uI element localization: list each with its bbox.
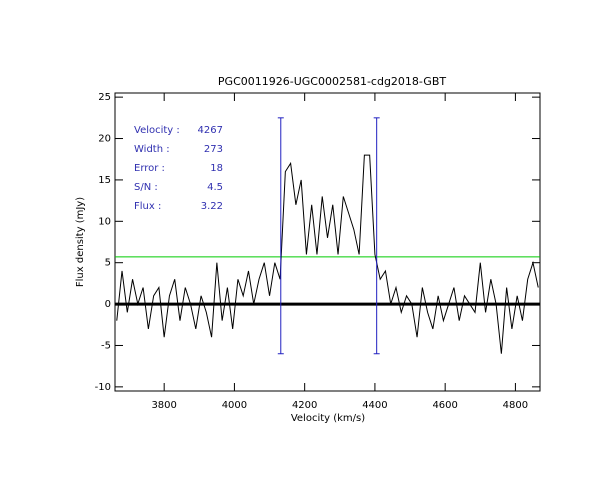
x-axis-label: Velocity (km/s) <box>291 413 365 424</box>
chart-title: PGC0011926-UGC0002581-cdg2018-GBT <box>218 75 446 88</box>
annotation-value: 273 <box>204 144 223 155</box>
x-tick-label: 4400 <box>362 400 387 411</box>
annotation-value: 3.22 <box>201 201 223 212</box>
annotation-label: Width : <box>134 144 170 155</box>
x-tick-label: 3800 <box>151 400 176 411</box>
annotation-value: 4267 <box>198 125 223 136</box>
y-tick-label: -5 <box>101 340 111 351</box>
y-tick-label: 25 <box>98 92 111 103</box>
x-tick-label: 4000 <box>222 400 247 411</box>
x-tick-label: 4200 <box>292 400 317 411</box>
x-tick-label: 4800 <box>503 400 528 411</box>
x-tick-label: 4600 <box>432 400 457 411</box>
y-tick-label: 20 <box>98 134 111 145</box>
spectrum-line <box>116 154 539 354</box>
y-tick-label: 5 <box>105 258 111 269</box>
y-tick-label: 15 <box>98 175 111 186</box>
annotation-label: Error : <box>134 163 165 174</box>
annotation-label: S/N : <box>134 182 158 193</box>
y-tick-label: 0 <box>105 299 111 310</box>
annotation-label: Velocity : <box>134 125 180 136</box>
annotation-value: 18 <box>210 163 223 174</box>
y-tick-label: 10 <box>98 216 111 227</box>
y-tick-label: -10 <box>95 382 111 393</box>
plot-frame <box>114 92 541 392</box>
annotation-label: Flux : <box>134 201 161 212</box>
annotation-value: 4.5 <box>207 182 223 193</box>
y-axis-label: Flux density (mJy) <box>75 197 86 287</box>
